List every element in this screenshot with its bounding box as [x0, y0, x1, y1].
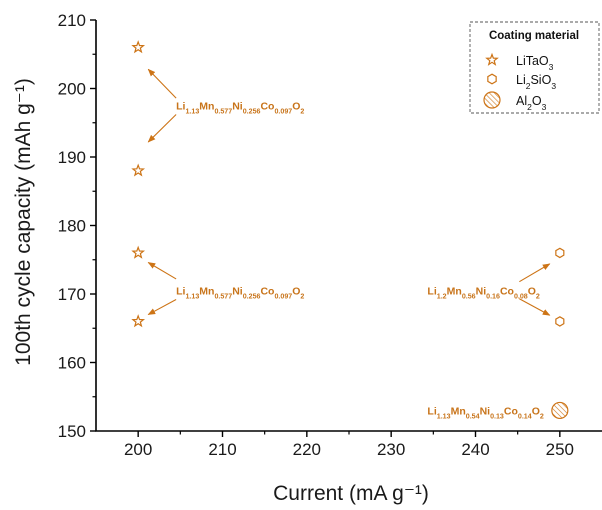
- data-marker-layer: [131, 40, 569, 420]
- x-tick-label: 210: [208, 440, 236, 459]
- legend-label: LiTaO3: [516, 54, 554, 72]
- y-tick-label: 190: [58, 148, 86, 167]
- data-point-hexagon: [555, 316, 565, 327]
- y-tick-label: 150: [58, 422, 86, 441]
- legend-label: Al2O3: [516, 94, 547, 112]
- x-tick-label: 230: [377, 440, 405, 459]
- x-tick-label: 240: [461, 440, 489, 459]
- composition-label: Li1.13Mn0.577Ni0.256Co0.097O2: [176, 286, 304, 301]
- composition-label: Li1.13Mn0.54Ni0.13Co0.14O2: [427, 405, 543, 420]
- y-tick-label: 210: [58, 11, 86, 30]
- x-tick-label: 220: [293, 440, 321, 459]
- data-point-hexagon: [555, 247, 565, 259]
- y-tick-label: 180: [58, 217, 86, 236]
- x-tick-label: 200: [124, 440, 152, 459]
- legend-hexagon-icon: [487, 73, 497, 85]
- y-tick-label: 170: [58, 285, 86, 304]
- data-point-hatched-circle: [551, 401, 569, 420]
- data-point-star: [131, 40, 146, 54]
- annotation-arrow: [519, 298, 551, 316]
- data-point-star: [131, 245, 146, 259]
- y-tick-label: 200: [58, 80, 86, 99]
- annotation-arrow: [519, 263, 551, 283]
- legend-star-icon: [485, 52, 499, 66]
- legend-label: Li2SiO3: [516, 73, 556, 91]
- legend-hatched-circle-icon: [483, 91, 501, 109]
- x-tick-label: 250: [546, 440, 574, 459]
- x-axis-title: Current (mA g⁻¹): [273, 482, 429, 505]
- data-point-star: [131, 163, 146, 177]
- composition-label: Li1.13Mn0.577Ni0.256Co0.097O2: [176, 101, 304, 116]
- annotation-arrow: [147, 68, 177, 99]
- annotation-arrow: [147, 114, 177, 143]
- legend-title: Coating material: [489, 30, 579, 42]
- axis-layer: 200 210 220 230 240 250 150 160 170 180 190 200 210: [58, 11, 602, 459]
- y-axis-title: 100th cycle capacity (mAh g⁻¹): [12, 78, 35, 366]
- data-point-star: [131, 314, 146, 328]
- annotation-arrow: [147, 262, 177, 280]
- composition-label: Li1.2Mn0.56Ni0.16Co0.08O2: [427, 286, 540, 301]
- annotation-arrow: [147, 298, 177, 316]
- annotation-layer: Li1.13Mn0.577Ni0.256Co0.097O2 Li1.13Mn0.5…: [147, 68, 551, 420]
- y-tick-label: 160: [58, 354, 86, 373]
